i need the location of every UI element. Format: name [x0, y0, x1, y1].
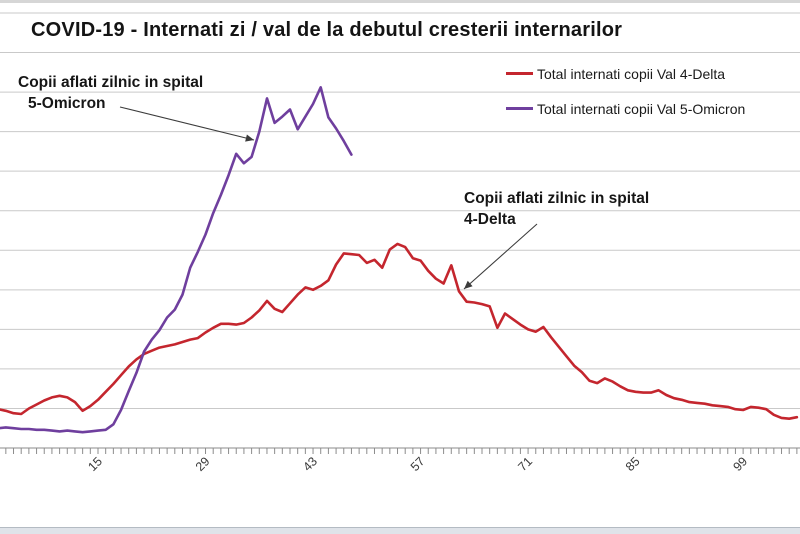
- window-bottom-scroll-edge[interactable]: [0, 527, 800, 534]
- annotation-delta-line1: Copii aflati zilnic in spital: [464, 190, 650, 207]
- legend-item-delta: Total internati copii Val 4-Delta: [506, 64, 745, 83]
- series-line-delta: [0, 242, 799, 421]
- legend-label-delta: Total internati copii Val 4-Delta: [537, 65, 726, 82]
- legend-swatch-delta: [506, 72, 533, 75]
- window-top-edge: [0, 0, 800, 3]
- chart-title: COVID-19 - Internati zi / val de la debu…: [31, 19, 623, 41]
- x-axis-tick-label: 71: [515, 454, 535, 474]
- x-axis-tick-label: 85: [623, 454, 643, 474]
- arrow-to-delta-line: [463, 223, 538, 290]
- x-axis-tick-label: 43: [300, 454, 320, 474]
- annotation-omicron-line1: Copii aflati zilnic in spital: [18, 74, 204, 91]
- annotation-delta-line2: 4-Delta: [464, 211, 516, 228]
- x-axis-tick-label: 57: [408, 454, 428, 474]
- annotation-omicron: Copii aflati zilnic in spital 5-Omicron: [18, 72, 203, 114]
- x-axis-tick-label: 29: [193, 454, 213, 474]
- annotation-delta: Copii aflati zilnic in spital 4-Delta: [464, 188, 649, 230]
- x-axis-tick-label: 99: [730, 454, 750, 474]
- x-axis-tick-label: 15: [85, 454, 105, 474]
- legend-item-omicron: Total internati copii Val 5-Omicron: [506, 99, 745, 118]
- arrow-to-delta-line-head: [464, 280, 473, 289]
- series-line-omicron: [0, 86, 353, 434]
- chart-legend: Total internati copii Val 4-Delta Total …: [506, 64, 745, 118]
- annotation-omicron-line2: 5-Omicron: [28, 95, 106, 112]
- legend-swatch-omicron: [506, 107, 533, 110]
- arrow-to-omicron-line: [119, 106, 255, 141]
- arrow-to-omicron-line-head: [245, 134, 254, 142]
- legend-label-omicron: Total internati copii Val 5-Omicron: [537, 100, 746, 117]
